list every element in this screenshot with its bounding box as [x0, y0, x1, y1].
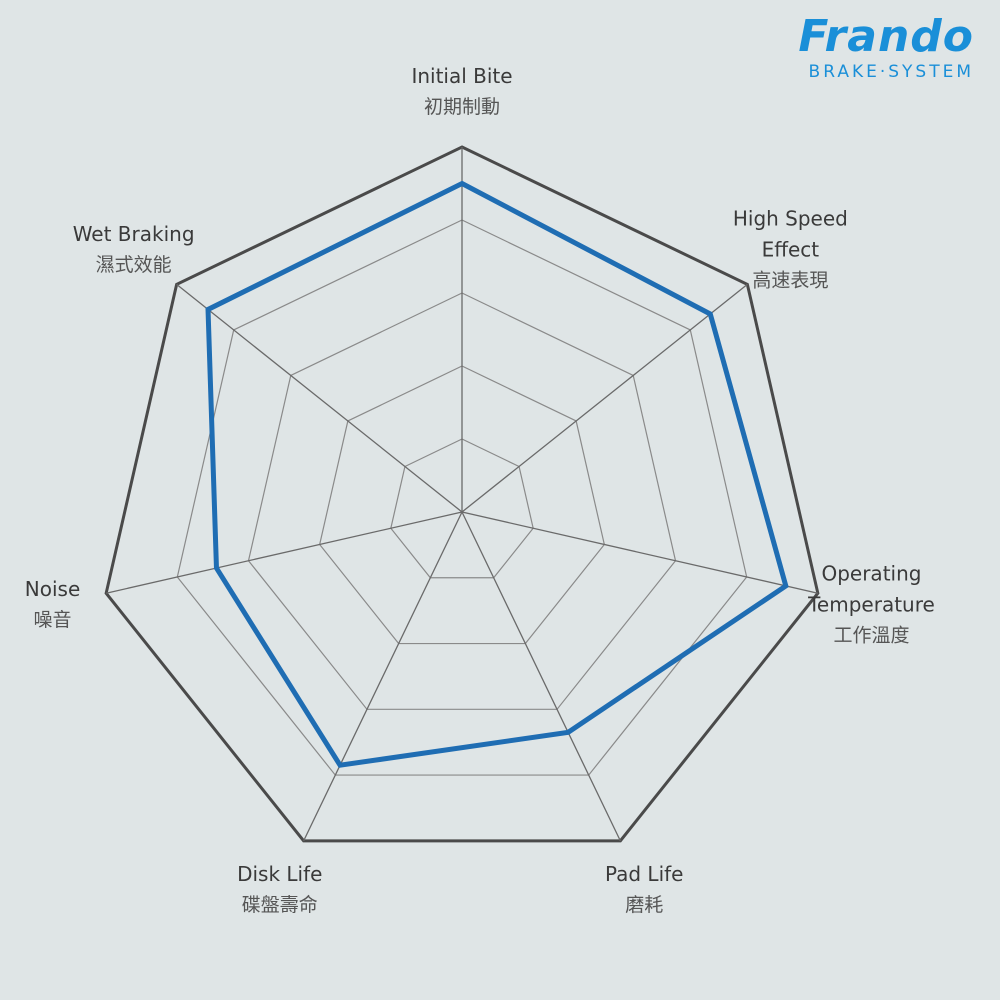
- data-line: [205, 180, 789, 768]
- spoke: [106, 511, 463, 594]
- axis-label-zh: 高速表現: [752, 269, 829, 292]
- spoke: [461, 511, 621, 842]
- axis-label-zh: 濕式效能: [95, 254, 172, 277]
- axis-label-en: Operating Temperature: [808, 561, 935, 617]
- axis-label-en: Wet Braking: [72, 222, 195, 247]
- axis-label: Noise 噪音: [0, 574, 133, 636]
- axis-label-en: Initial Bite: [411, 64, 513, 88]
- axis-label-en: Disk Life: [237, 862, 323, 887]
- logo: Frando BRAKE·SYSTEM: [798, 11, 974, 83]
- grid-ring: [390, 438, 534, 579]
- axis-label-zh: 初期制動: [423, 96, 500, 118]
- axis-label-zh: 磨耗: [625, 894, 664, 917]
- spoke: [461, 283, 748, 513]
- axis-label: Pad Life 磨耗: [564, 859, 724, 921]
- axis-label-en: Pad Life: [604, 862, 684, 887]
- axis-label-zh: 噪音: [33, 609, 72, 632]
- axis-label: Initial Bite 初期制動: [382, 61, 542, 123]
- axis-label: Operating Temperature 工作溫度: [791, 559, 951, 652]
- axis-label-en: High Speed Effect: [732, 206, 848, 262]
- grid-ring: [176, 219, 748, 776]
- spoke: [461, 511, 818, 594]
- spoke: [303, 511, 463, 842]
- grid-ring: [319, 365, 605, 645]
- axis-label-en: Noise: [24, 577, 81, 602]
- axis-label-zh: 碟盤壽命: [241, 894, 318, 917]
- brand-tagline: BRAKE·SYSTEM: [808, 62, 974, 82]
- spoke: [176, 283, 463, 513]
- brand-name: Frando: [798, 11, 974, 62]
- grid-ring: [247, 292, 677, 710]
- grid-ring: [104, 145, 820, 843]
- axis-label-zh: 工作溫度: [833, 624, 910, 647]
- axis-label: High Speed Effect 高速表現: [710, 204, 870, 297]
- axis-label: Wet Braking 濕式效能: [54, 219, 214, 281]
- axis-label: Disk Life 碟盤壽命: [200, 859, 360, 921]
